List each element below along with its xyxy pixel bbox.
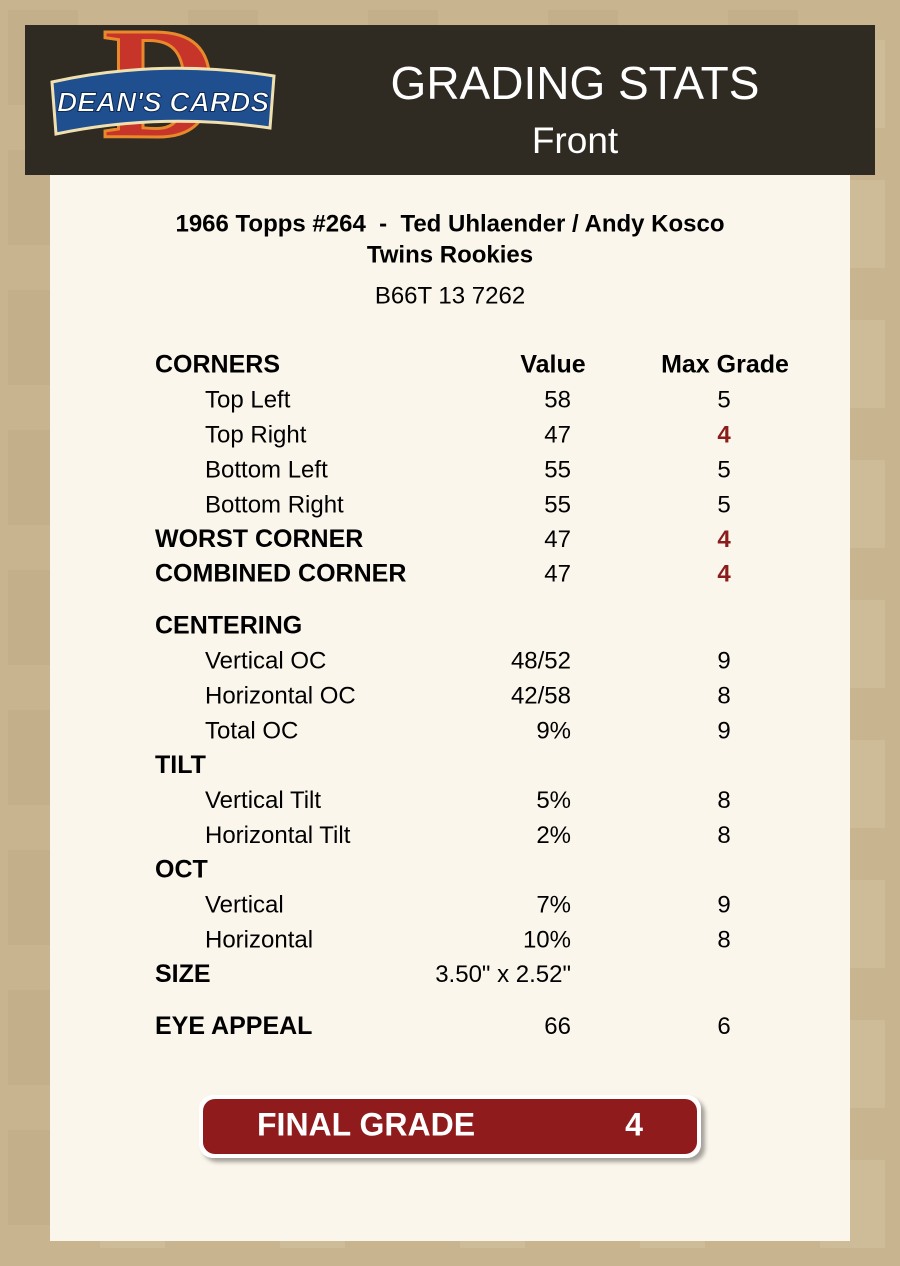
- row-value: 5%: [536, 787, 571, 814]
- header-subtitle: Front: [532, 120, 619, 161]
- card-title: 1966 Topps #264 - Ted Uhlaender / Andy K…: [175, 210, 724, 237]
- row-value: 55: [544, 456, 571, 483]
- row-value: 7%: [536, 891, 571, 918]
- row-label: Bottom Left: [205, 456, 328, 483]
- row-value: 55: [544, 491, 571, 518]
- row-value: 42/58: [511, 682, 571, 709]
- card-subtitle: Twins Rookies: [367, 241, 533, 268]
- row-value: 9%: [536, 717, 571, 744]
- row-value: 58: [544, 386, 571, 413]
- cert-number: B66T 13 7262: [375, 282, 525, 309]
- section-label: CORNERS: [155, 351, 280, 379]
- column-header: Value: [520, 351, 585, 379]
- final-grade-label: FINAL GRADE: [257, 1106, 475, 1142]
- logo-text: DEAN'S CARDS: [57, 86, 269, 117]
- row-max-grade: 9: [717, 647, 730, 674]
- final-grade-fill: [203, 1099, 697, 1154]
- section-label: EYE APPEAL: [155, 1012, 312, 1040]
- row-max-grade: 4: [717, 421, 731, 448]
- row-max-grade: 5: [717, 456, 730, 483]
- row-max-grade: 4: [717, 560, 731, 587]
- final-grade-box: FINAL GRADE 4: [199, 1095, 701, 1158]
- logo-banner: [50, 66, 276, 136]
- panel: [50, 170, 850, 1241]
- row-label: Horizontal Tilt: [205, 822, 351, 849]
- header-title: GRADING STATS: [391, 57, 760, 109]
- row-value: 47: [544, 421, 571, 448]
- row-max-grade: 8: [717, 926, 730, 953]
- section-label: WORST CORNER: [155, 525, 363, 553]
- row-label: Top Left: [205, 386, 291, 413]
- row-label: Top Right: [205, 421, 307, 448]
- row-max-grade: 5: [717, 491, 730, 518]
- column-header: Max Grade: [661, 351, 789, 379]
- row-value: 48/52: [511, 647, 571, 674]
- final-grade-value: 4: [625, 1106, 643, 1142]
- section-label: SIZE: [155, 960, 211, 988]
- row-max-grade: 8: [717, 787, 730, 814]
- row-max-grade: 5: [717, 386, 730, 413]
- row-max-grade: 9: [717, 891, 730, 918]
- row-label: Horizontal: [205, 926, 313, 953]
- row-value: 2%: [536, 822, 571, 849]
- section-label: TILT: [155, 751, 206, 779]
- section-label: CENTERING: [155, 612, 302, 640]
- row-value: 47: [544, 560, 571, 587]
- row-max-grade: 4: [717, 526, 731, 553]
- section-label: OCT: [155, 856, 208, 884]
- row-value: 47: [544, 526, 571, 553]
- row-value: 10%: [523, 926, 571, 953]
- row-label: Vertical: [205, 891, 284, 918]
- row-max-grade: 8: [717, 822, 730, 849]
- row-label: Total OC: [205, 717, 298, 744]
- row-label: Bottom Right: [205, 491, 344, 518]
- row-label: Vertical Tilt: [205, 787, 321, 814]
- row-label: Horizontal OC: [205, 682, 356, 709]
- row-max-grade: 6: [717, 1013, 730, 1040]
- row-value: 3.50" x 2.52": [435, 961, 571, 988]
- section-label: COMBINED CORNER: [155, 560, 406, 588]
- row-max-grade: 9: [717, 717, 730, 744]
- logo: D DEAN'S CARDS: [50, 0, 276, 173]
- row-value: 66: [544, 1013, 571, 1040]
- row-max-grade: 8: [717, 682, 730, 709]
- row-label: Vertical OC: [205, 647, 326, 674]
